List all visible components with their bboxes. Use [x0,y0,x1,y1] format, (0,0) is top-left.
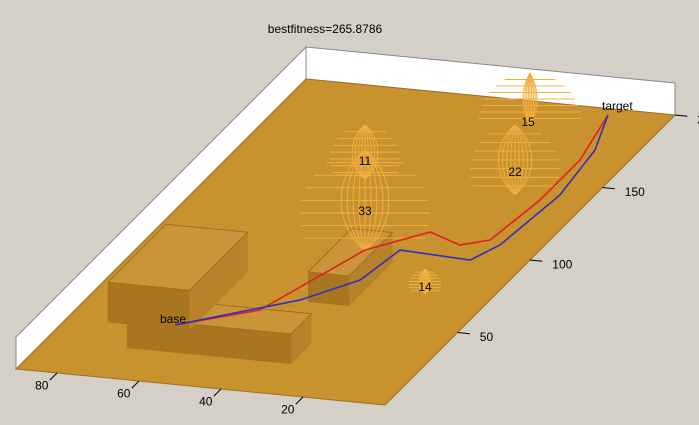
y-tick-label: 100 [552,257,572,271]
x-tick-label: 60 [117,386,131,400]
annotation: 11 [359,154,372,168]
x-tick-label: 80 [35,378,49,392]
annotation: target [602,99,633,113]
y-tick-label: 150 [625,185,645,199]
y-tick-label: 50 [480,330,494,344]
annotation: base [160,312,186,326]
annotation: 14 [418,280,432,294]
x-tick-label: 20 [281,402,295,416]
chart: bestfitness=265.8786 2040608050100150200… [0,0,699,425]
building-side [308,272,349,306]
page: bestfitness=265.8786 2040608050100150200… [0,0,699,425]
annotation: 22 [508,165,522,179]
annotation: 15 [521,115,535,129]
annotation: 33 [358,204,372,218]
chart-title: bestfitness=265.8786 [268,22,383,36]
x-tick-label: 40 [199,394,213,408]
